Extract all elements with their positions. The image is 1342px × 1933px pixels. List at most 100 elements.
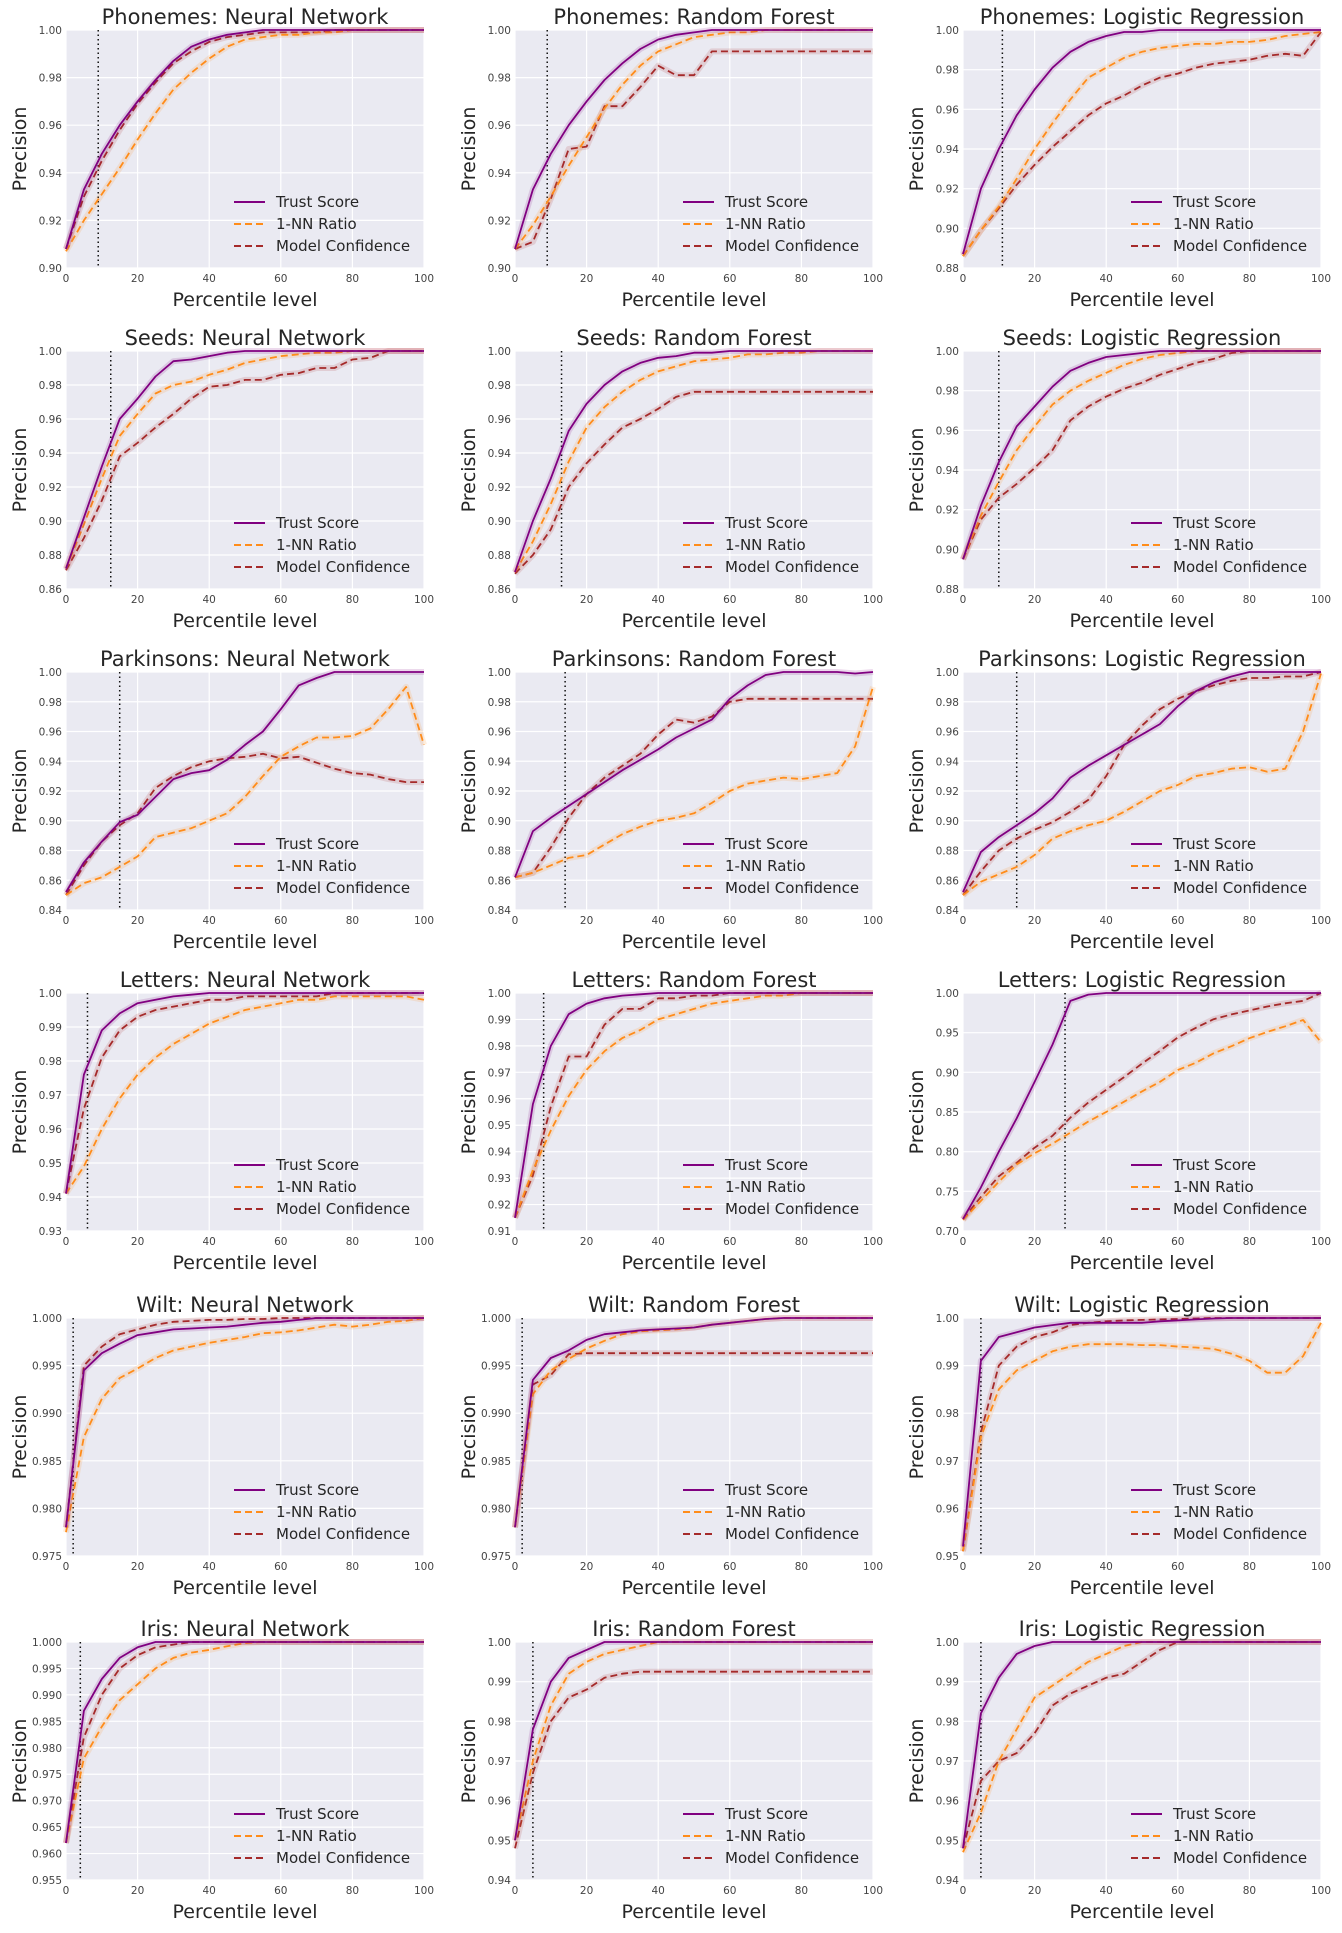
y-tick-label: 0.98: [936, 1716, 959, 1728]
x-tick-label: 80: [1243, 1885, 1256, 1897]
series-line-model-confidence: [65, 350, 424, 571]
y-tick-label: 0.94: [488, 448, 512, 460]
x-axis-label: Percentile level: [173, 1577, 318, 1599]
y-axis-label: Precision: [9, 1719, 31, 1804]
x-tick-label: 0: [63, 915, 70, 927]
series-line-trust-score: [514, 1641, 873, 1841]
y-tick-label: 0.96: [488, 1094, 512, 1106]
y-tick-label: 0.86: [39, 584, 63, 596]
legend-label-1-nn-ratio: 1-NN Ratio: [725, 1503, 806, 1521]
y-axis-label: Precision: [458, 1719, 480, 1804]
x-tick-label: 0: [63, 1561, 70, 1573]
x-tick-label: 20: [580, 1885, 593, 1897]
series-band-model-confidence: [960, 990, 1323, 1221]
y-tick-label: 0.92: [39, 215, 62, 227]
x-axis-label: Percentile level: [1070, 610, 1215, 632]
x-tick-label: 60: [274, 1885, 287, 1897]
series-line-trust-score: [65, 29, 424, 250]
legend-label-trust-score: Trust Score: [724, 1481, 808, 1499]
y-tick-label: 0.94: [488, 1875, 512, 1887]
x-tick-label: 80: [346, 915, 359, 927]
y-tick-label: 0.96: [39, 120, 63, 132]
panel-letters-logistic-regression: 0.70 0.75 0.80 0.85 0.90 0.95 1.00 0 20 40 60 80 100…: [906, 968, 1331, 1274]
x-axis-label: Percentile level: [173, 1901, 318, 1923]
plot-background: [66, 351, 424, 589]
x-tick-label: 40: [1100, 915, 1113, 927]
x-tick-label: 60: [1171, 594, 1184, 606]
x-axis-label: Percentile level: [173, 610, 318, 632]
x-tick-label: 60: [1171, 1561, 1184, 1573]
series-line-1-nn-ratio: [65, 995, 425, 1195]
x-tick-label: 80: [795, 1561, 808, 1573]
x-axis-label: Percentile level: [173, 1252, 318, 1274]
x-tick-label: 80: [795, 1236, 808, 1248]
y-tick-label: 0.985: [32, 1456, 62, 1468]
x-tick-label: 40: [652, 594, 665, 606]
x-tick-label: 20: [580, 273, 593, 285]
y-tick-label: 0.90: [39, 263, 62, 275]
x-tick-label: 80: [1243, 1236, 1256, 1248]
y-tick-label: 0.97: [39, 1090, 62, 1102]
plot-background: [66, 1318, 424, 1556]
x-tick-label: 20: [131, 594, 144, 606]
legend-label-trust-score: Trust Score: [1172, 514, 1256, 532]
legend-label-1-nn-ratio: 1-NN Ratio: [725, 215, 806, 233]
legend: Trust Score 1-NN Ratio Model Confidence: [1131, 1156, 1307, 1218]
x-axis-label: Percentile level: [1070, 289, 1215, 311]
y-tick-label: 0.990: [481, 1408, 511, 1420]
legend-label-model-confidence: Model Confidence: [1173, 1849, 1307, 1867]
legend-label-1-nn-ratio: 1-NN Ratio: [276, 857, 357, 875]
y-tick-label: 0.88: [39, 846, 62, 858]
y-tick-label: 0.98: [936, 386, 959, 398]
legend-label-model-confidence: Model Confidence: [276, 558, 410, 576]
x-axis-label: Percentile level: [173, 931, 318, 953]
series-band-model-confidence: [960, 669, 1322, 897]
y-axis-label: Precision: [906, 749, 928, 834]
y-tick-label: 0.94: [39, 1192, 63, 1204]
y-axis-label: Precision: [906, 428, 928, 513]
x-axis-label: Percentile level: [1070, 1577, 1215, 1599]
y-tick-label: 0.92: [488, 215, 511, 227]
x-axis-label: Percentile level: [622, 931, 767, 953]
panel-title: Parkinsons: Logistic Regression: [978, 647, 1306, 671]
y-tick-label: 0.84: [936, 905, 960, 917]
y-tick-label: 0.97: [488, 1067, 511, 1079]
y-tick-label: 0.92: [39, 482, 62, 494]
y-tick-label: 0.84: [39, 905, 63, 917]
x-tick-label: 0: [63, 1236, 70, 1248]
y-tick-label: 0.98: [488, 1716, 511, 1728]
panel-phonemes-neural-network: 0.90 0.92 0.94 0.96 0.98 1.00 0 20 40 60 80 100 Phon…: [9, 5, 434, 311]
panel-title: Seeds: Logistic Regression: [1003, 326, 1282, 350]
plot-background: [963, 1318, 1321, 1556]
x-tick-label: 100: [414, 1236, 434, 1248]
y-tick-label: 0.975: [481, 1551, 511, 1563]
x-tick-label: 100: [1311, 915, 1331, 927]
y-axis-label: Precision: [9, 428, 31, 513]
y-tick-label: 0.88: [936, 846, 959, 858]
y-tick-label: 0.80: [936, 1147, 959, 1159]
y-tick-label: 0.94: [39, 168, 63, 180]
series-line-1-nn-ratio: [514, 29, 873, 250]
x-axis-label: Percentile level: [622, 610, 767, 632]
y-tick-label: 0.90: [488, 263, 511, 275]
legend-label-1-nn-ratio: 1-NN Ratio: [1173, 536, 1254, 554]
x-tick-label: 100: [863, 1236, 883, 1248]
y-tick-label: 0.94: [488, 756, 512, 768]
series-line-1-nn-ratio: [962, 31, 1322, 257]
x-tick-label: 100: [414, 915, 434, 927]
x-tick-label: 100: [863, 594, 883, 606]
legend-label-1-nn-ratio: 1-NN Ratio: [725, 1827, 806, 1845]
y-tick-label: 1.00: [488, 667, 511, 679]
y-tick-label: 0.94: [936, 1875, 960, 1887]
x-tick-label: 40: [652, 1236, 665, 1248]
legend-label-model-confidence: Model Confidence: [276, 237, 410, 255]
panel-title: Phonemes: Random Forest: [553, 5, 834, 29]
legend-label-trust-score: Trust Score: [724, 1805, 808, 1823]
y-tick-label: 0.90: [936, 1067, 959, 1079]
x-tick-label: 80: [346, 1561, 359, 1573]
y-tick-label: 0.90: [39, 516, 62, 528]
panel-wilt-neural-network: 0.975 0.980 0.985 0.990 0.995 1.000 0 20 40 60 80 1…: [9, 1293, 434, 1599]
y-tick-label: 0.96: [488, 120, 512, 132]
y-tick-label: 0.85: [936, 1107, 959, 1119]
y-tick-label: 0.95: [39, 1158, 62, 1170]
